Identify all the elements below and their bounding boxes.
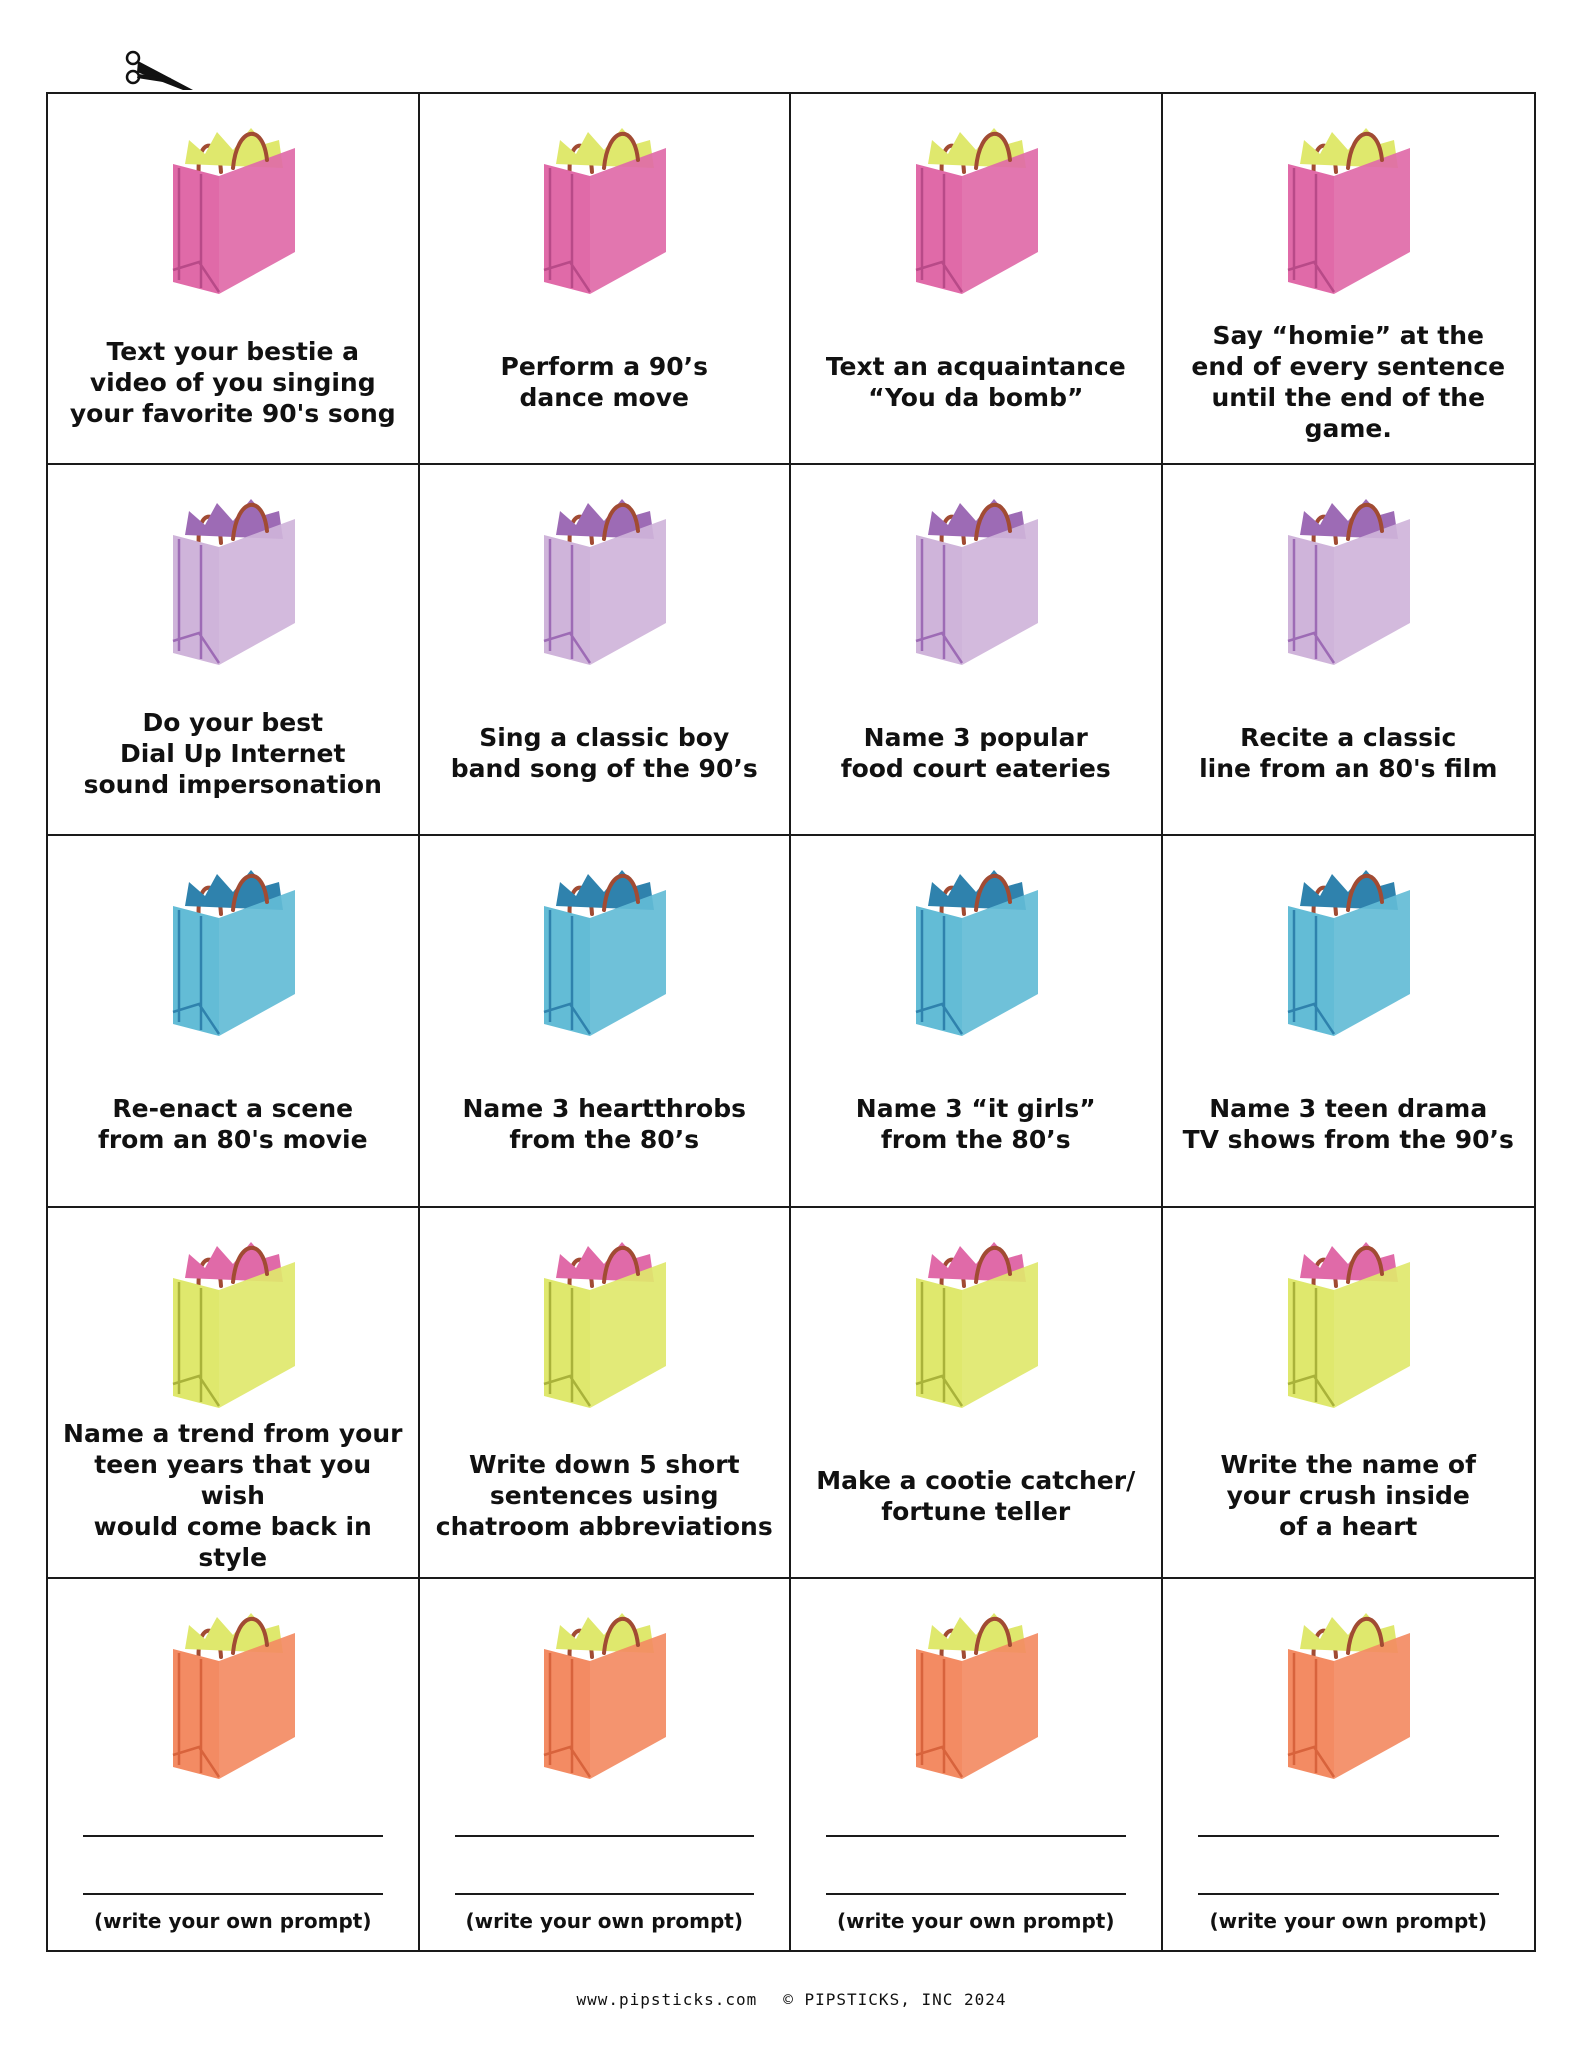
prompt-text: Make a cootie catcher/ fortune teller	[816, 1465, 1136, 1526]
prompt-card: Name 3 popular food court eateries	[791, 465, 1163, 837]
blank-prompt-card: (write your own prompt)	[791, 1578, 1163, 1950]
footer-website: www.pipsticks.com	[576, 1990, 758, 2009]
prompt-text: Name 3 teen drama TV shows from the 90’s	[1182, 1094, 1514, 1155]
write-in-line	[1197, 1892, 1499, 1895]
write-your-own-hint: (write your own prompt)	[1209, 1908, 1487, 1933]
prompt-card: Text an acquaintance “You da bomb”	[791, 94, 1163, 466]
prompt-text: Sing a classic boy band song of the 90’s	[450, 723, 758, 784]
shopping-bag-icon	[914, 1234, 1038, 1408]
blank-prompt-card: (write your own prompt)	[48, 1578, 420, 1950]
shopping-bag-icon	[542, 491, 667, 666]
prompt-card: Name 3 “it girls” from the 80’s	[791, 836, 1163, 1208]
shopping-bag-icon	[171, 491, 295, 666]
write-in-line	[826, 1834, 1126, 1837]
shopping-bag-icon	[914, 862, 1038, 1037]
prompt-text: Name 3 heartthrobs from the 80’s	[462, 1094, 747, 1155]
write-in-line	[83, 1892, 383, 1895]
prompt-card: Name 3 heartthrobs from the 80’s	[419, 836, 791, 1208]
shopping-bag-icon	[542, 1234, 667, 1408]
prompt-card: Recite a classic line from an 80's film	[1162, 465, 1534, 837]
scissors-icon	[125, 50, 193, 90]
blank-prompt-card: (write your own prompt)	[420, 1578, 791, 1950]
shopping-bag-icon	[171, 1605, 295, 1779]
write-in-line	[454, 1834, 754, 1837]
write-in-line	[454, 1892, 754, 1895]
card-grid: Text your bestie a video of you singing …	[46, 92, 1536, 1952]
shopping-bag-icon	[914, 491, 1038, 666]
prompt-card: Re-enact a scene from an 80's movie	[48, 836, 420, 1208]
prompt-card: Text your bestie a video of you singing …	[48, 94, 420, 466]
shopping-bag-icon	[171, 1234, 295, 1408]
prompt-card: Name a trend from your teen years that y…	[48, 1207, 420, 1579]
shopping-bag-icon	[542, 1605, 667, 1779]
prompt-text: Name a trend from your teen years that y…	[63, 1419, 403, 1573]
write-in-line	[1197, 1834, 1499, 1837]
prompt-text: Name 3 popular food court eateries	[840, 723, 1111, 784]
prompt-card: Make a cootie catcher/ fortune teller	[791, 1207, 1163, 1579]
blank-prompt-card: (write your own prompt)	[1163, 1579, 1535, 1950]
prompt-text: Write the name of your crush inside of a…	[1220, 1450, 1476, 1542]
shopping-bag-icon	[542, 120, 667, 294]
prompt-text: Say “homie” at the end of every sentence…	[1191, 321, 1506, 443]
shopping-bag-icon	[171, 120, 295, 294]
footer-copyright: © PIPSTICKS, INC 2024	[783, 1990, 1007, 2009]
shopping-bag-icon	[1286, 1605, 1411, 1779]
prompt-text: Re-enact a scene from an 80's movie	[97, 1094, 368, 1155]
prompt-text: Write down 5 short sentences using chatr…	[435, 1450, 773, 1542]
prompt-card: Name 3 teen drama TV shows from the 90’s	[1162, 836, 1534, 1208]
prompt-card: Sing a classic boy band song of the 90’s	[419, 465, 791, 837]
prompt-card: Write the name of your crush inside of a…	[1162, 1208, 1534, 1579]
write-your-own-hint: (write your own prompt)	[837, 1908, 1115, 1933]
shopping-bag-icon	[1286, 491, 1411, 666]
prompt-card: Write down 5 short sentences using chatr…	[419, 1207, 791, 1579]
prompt-card: Do your best Dial Up Internet sound impe…	[48, 465, 420, 837]
shopping-bag-icon	[171, 862, 295, 1037]
page-footer: www.pipsticks.com © PIPSTICKS, INC 2024	[0, 1990, 1583, 2009]
prompt-text: Perform a 90’s dance move	[500, 352, 708, 412]
prompt-text: Text an acquaintance “You da bomb”	[825, 352, 1126, 412]
write-in-line	[83, 1834, 383, 1837]
prompt-card: Say “homie” at the end of every sentence…	[1162, 94, 1534, 466]
prompt-text: Name 3 “it girls” from the 80’s	[855, 1094, 1096, 1155]
write-your-own-hint: (write your own prompt)	[465, 1908, 743, 1933]
shopping-bag-icon	[1286, 120, 1411, 294]
shopping-bag-icon	[914, 120, 1038, 294]
write-your-own-hint: (write your own prompt)	[94, 1908, 372, 1933]
write-in-line	[826, 1892, 1126, 1895]
prompt-card: Perform a 90’s dance move	[419, 94, 791, 466]
prompt-text: Recite a classic line from an 80's film	[1199, 723, 1498, 784]
prompt-text: Do your best Dial Up Internet sound impe…	[83, 707, 382, 799]
shopping-bag-icon	[1286, 862, 1411, 1037]
shopping-bag-icon	[1286, 1234, 1411, 1408]
prompt-text: Text your bestie a video of you singing …	[69, 336, 396, 428]
shopping-bag-icon	[914, 1605, 1038, 1779]
shopping-bag-icon	[542, 862, 667, 1037]
